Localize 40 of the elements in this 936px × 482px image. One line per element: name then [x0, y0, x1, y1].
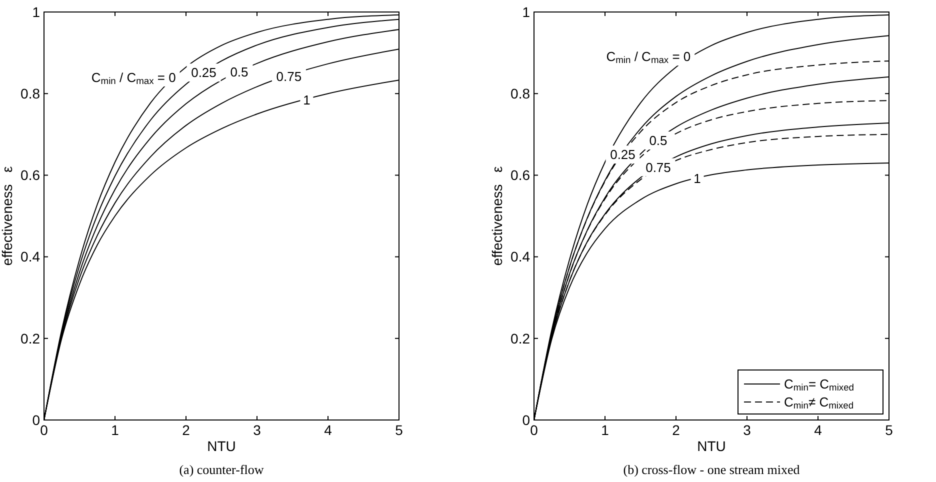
y-tick-label: 0.8: [20, 86, 40, 102]
legend-label: C$_{min}$≠ C$_{mixed}$: [784, 394, 854, 411]
x-tick-label: 1: [111, 422, 120, 438]
x-axis-title: NTU: [697, 438, 726, 454]
annotation: 0.25: [610, 147, 636, 162]
x-tick-label: 3: [253, 422, 262, 438]
x-axis-title: NTU: [207, 438, 236, 454]
annotation: 0.5: [649, 133, 668, 148]
y-tick-label: 0.4: [510, 248, 530, 265]
annotation: 0.25: [191, 65, 216, 80]
y-tick-label: 0.2: [510, 330, 530, 346]
x-tick-label: 2: [672, 422, 680, 438]
y-tick-label: 1: [32, 4, 40, 20]
x-tick-label: 5: [395, 422, 404, 438]
y-tick-label: 0.8: [510, 86, 530, 102]
x-tick-label: 4: [324, 422, 332, 438]
annotation: 0.75: [276, 68, 302, 84]
y-tick-label: 0.2: [20, 330, 40, 346]
annotation: C$_{min}$ / C$_{max}$ = 0: [91, 70, 176, 86]
y-tick-label: 1: [522, 4, 530, 20]
annotation: 0.75: [646, 160, 671, 175]
y-tick-label: 0.6: [510, 167, 530, 184]
y-axis-title: effectiveness ε: [489, 166, 505, 266]
y-tick-label: 0: [32, 412, 40, 428]
x-tick-label: 2: [182, 422, 190, 438]
annotation: C$_{min}$ / C$_{max}$ = 0: [606, 49, 691, 66]
text: (a) counter-flow: [179, 462, 264, 477]
text: (b) cross-flow - one stream mixed: [623, 462, 800, 477]
legend-label: C$_{min}$= C$_{mixed}$: [784, 376, 854, 393]
x-tick-label: 4: [814, 422, 822, 438]
x-tick-label: 1: [601, 422, 610, 438]
annotation: 1: [694, 170, 701, 186]
y-tick-label: 0.6: [20, 167, 40, 184]
y-axis-title: effectiveness ε: [0, 166, 15, 266]
x-tick-label: 5: [885, 422, 894, 438]
y-tick-label: 0.4: [20, 248, 40, 265]
annotation: 0.5: [230, 64, 248, 80]
y-tick-label: 0: [522, 412, 530, 428]
x-tick-label: 3: [743, 422, 752, 438]
annotation: 1: [303, 92, 310, 108]
